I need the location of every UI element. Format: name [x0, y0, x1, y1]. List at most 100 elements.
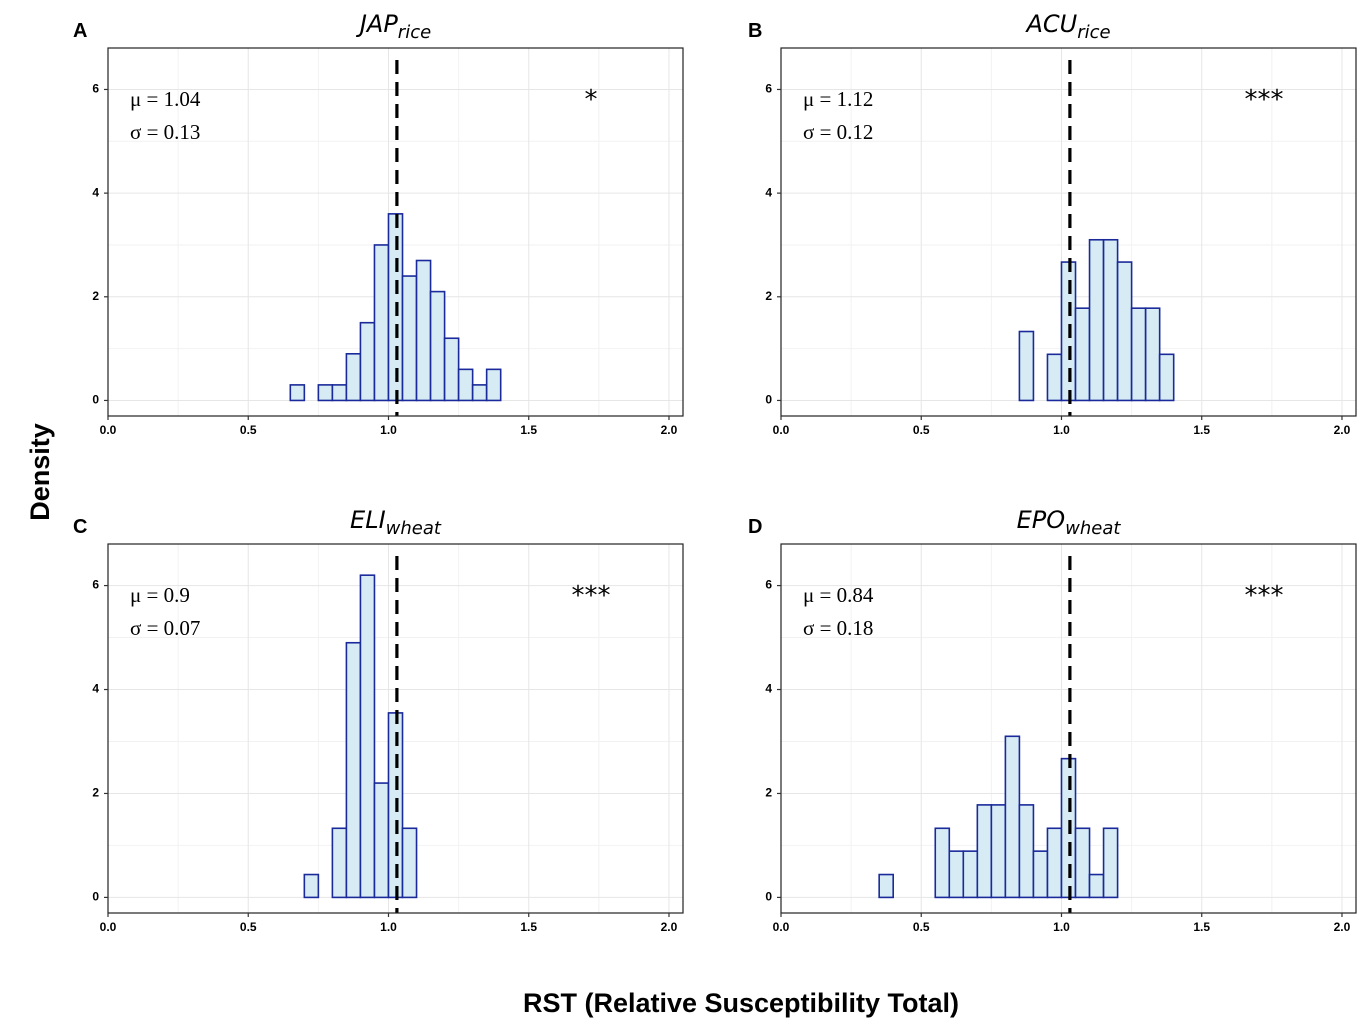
- x-tick-label: 1.0: [1053, 423, 1070, 437]
- panel-title-main: ELI: [350, 506, 386, 534]
- histogram-bar: [1074, 307, 1091, 402]
- panel-letter: A: [73, 20, 87, 42]
- y-tick-label: 4: [92, 185, 99, 199]
- y-tick-label: 4: [92, 682, 99, 696]
- histogram-bar: [1088, 238, 1105, 402]
- panel-letter: B: [748, 20, 762, 42]
- y-tick-label: 2: [765, 786, 772, 800]
- x-tick-label: 0.0: [773, 920, 790, 934]
- panel-title-subscript: rice: [398, 22, 431, 43]
- panel-a: 0.0 0.5 1.0 1.5 2.0 0 2 4 6 A JAPrice μ = 1.04 σ = 0…: [73, 10, 684, 437]
- histogram-bar: [457, 368, 474, 402]
- y-tick-label: 0: [92, 890, 99, 904]
- histogram-bar: [990, 804, 1007, 899]
- panel-title-main: JAP: [356, 10, 398, 38]
- histogram-bar: [401, 275, 418, 402]
- y-tick-label: 4: [765, 185, 772, 199]
- histogram-bar: [415, 259, 432, 402]
- histogram-bar: [359, 321, 376, 402]
- histogram-bar: [934, 827, 951, 899]
- histogram-bar: [485, 368, 502, 402]
- histogram-bar: [1046, 353, 1063, 402]
- histogram-bar: [948, 850, 965, 899]
- x-tick-label: 0.5: [913, 920, 930, 934]
- y-tick-label: 0: [765, 393, 772, 407]
- mu-annotation: μ = 1.12: [803, 87, 873, 111]
- histogram-bar: [976, 804, 993, 899]
- significance-marker: *: [585, 85, 598, 115]
- x-tick-label: 2.0: [661, 920, 678, 934]
- histogram-bar: [1018, 804, 1035, 899]
- y-tick-label: 2: [765, 289, 772, 303]
- histogram-bar: [1074, 827, 1091, 899]
- x-tick-label: 0.0: [100, 920, 117, 934]
- panel-title-subscript: wheat: [386, 518, 442, 539]
- significance-marker: ***: [1245, 85, 1284, 115]
- panel-title-subscript: rice: [1077, 22, 1110, 43]
- histogram-bar: [345, 353, 362, 402]
- panel-letter: C: [73, 516, 87, 538]
- histogram-bar: [878, 873, 894, 899]
- histogram-bar: [1158, 353, 1175, 402]
- panel-c: 0.0 0.5 1.0 1.5 2.0 0 2 4 6 C ELIwheat μ = 0.9 σ = 0…: [73, 506, 684, 934]
- histogram-bar: [1046, 827, 1063, 899]
- y-tick-label: 4: [765, 682, 772, 696]
- sigma-annotation: σ = 0.12: [803, 120, 873, 144]
- x-tick-label: 1.0: [380, 920, 397, 934]
- x-tick-label: 0.5: [240, 423, 257, 437]
- y-tick-label: 6: [765, 82, 772, 96]
- x-tick-label: 1.5: [1193, 423, 1210, 437]
- histogram-bar: [1088, 873, 1105, 899]
- sigma-annotation: σ = 0.07: [130, 616, 200, 640]
- significance-marker: ***: [1245, 581, 1284, 611]
- mu-annotation: μ = 1.04: [130, 87, 201, 111]
- x-tick-label: 2.0: [1334, 423, 1351, 437]
- plot-border: [780, 543, 1357, 914]
- panel-title: JAPrice: [356, 10, 431, 43]
- histogram-bar: [303, 873, 320, 899]
- plot-border: [107, 47, 684, 417]
- panel-title: ELIwheat: [350, 506, 442, 539]
- y-tick-label: 0: [92, 393, 99, 407]
- histogram-bar: [373, 782, 390, 899]
- histogram-bar: [962, 850, 979, 899]
- y-tick-label: 2: [92, 786, 99, 800]
- histogram-bar: [1004, 735, 1021, 899]
- histogram-bar: [429, 290, 446, 402]
- histogram-bar: [317, 384, 334, 402]
- y-tick-label: 6: [92, 578, 99, 592]
- histogram-bar: [1116, 261, 1133, 402]
- histogram-bar: [1144, 307, 1161, 402]
- plot-border: [107, 543, 684, 914]
- panel-title: ACUrice: [1024, 10, 1110, 43]
- y-tick-label: 2: [92, 289, 99, 303]
- histogram-bar: [331, 827, 348, 899]
- x-tick-label: 1.5: [1193, 920, 1210, 934]
- x-tick-label: 1.0: [380, 423, 397, 437]
- plot-border: [780, 47, 1357, 417]
- mu-annotation: μ = 0.84: [803, 583, 874, 607]
- x-tick-label: 2.0: [661, 423, 678, 437]
- histogram-bar: [289, 384, 306, 402]
- histogram-bar: [1032, 850, 1049, 899]
- sigma-annotation: σ = 0.13: [130, 120, 200, 144]
- x-tick-label: 1.5: [520, 423, 537, 437]
- sigma-annotation: σ = 0.18: [803, 616, 873, 640]
- x-tick-label: 1.5: [520, 920, 537, 934]
- histogram-bar: [1130, 307, 1147, 402]
- y-tick-label: 6: [92, 82, 99, 96]
- x-tick-label: 0.5: [913, 423, 930, 437]
- panel-b: 0.0 0.5 1.0 1.5 2.0 0 2 4 6 B ACUrice μ = 1.12 σ = 0…: [748, 10, 1357, 437]
- histogram-bar: [401, 827, 418, 899]
- significance-marker: ***: [572, 581, 611, 611]
- panel-title-subscript: wheat: [1065, 518, 1121, 539]
- histogram-bar: [471, 384, 488, 402]
- x-tick-label: 0.5: [240, 920, 257, 934]
- x-axis-title: RST (Relative Susceptibility Total): [523, 988, 959, 1018]
- histogram-bar: [373, 244, 390, 402]
- x-tick-label: 0.0: [773, 423, 790, 437]
- histogram-bar: [359, 574, 376, 899]
- histogram-bar: [1102, 827, 1119, 899]
